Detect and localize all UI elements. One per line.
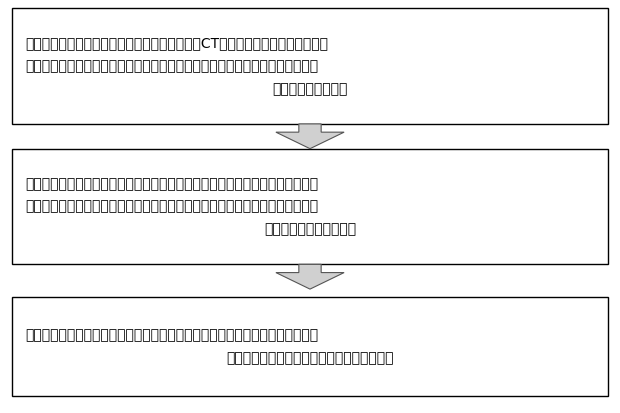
Text: 将线路侧的电流和变压器低压侧的三相电流构成线变组差动；线路侧的电流和变: 将线路侧的电流和变压器低压侧的三相电流构成线变组差动；线路侧的电流和变	[25, 177, 318, 191]
Text: 若线路变压器组出现故障动作，分析线变组差动、线路差动或变压器差动的动作: 若线路变压器组出现故障动作，分析线变组差动、线路差动或变压器差动的动作	[25, 329, 318, 342]
Bar	[12, 149, 608, 264]
Polygon shape	[276, 264, 344, 289]
Polygon shape	[276, 124, 344, 149]
Text: 间通过光纤通道互联: 间通过光纤通道互联	[272, 82, 348, 96]
Text: 在线路侧、变压器的高压侧、低压侧各安装三相CT，并线路侧、变压器侧各安装: 在线路侧、变压器的高压侧、低压侧各安装三相CT，并线路侧、变压器侧各安装	[25, 36, 328, 50]
Text: 一台线变组保护装置，变压器侧的线变组保护装置与线路侧的线变组保护装置之: 一台线变组保护装置，变压器侧的线变组保护装置与线路侧的线变组保护装置之	[25, 59, 318, 73]
Text: 压器高压侧的三相电流构成线路差动，变压器的高压侧三相电流和其的低压侧的: 压器高压侧的三相电流构成线路差动，变压器的高压侧三相电流和其的低压侧的	[25, 199, 318, 214]
Bar	[12, 8, 608, 124]
Text: 行为，快速定位故障在变压器侧或者在线路侧: 行为，快速定位故障在变压器侧或者在线路侧	[226, 351, 394, 365]
Bar	[12, 297, 608, 396]
Text: 三相电流构成变压器差动: 三相电流构成变压器差动	[264, 222, 356, 236]
